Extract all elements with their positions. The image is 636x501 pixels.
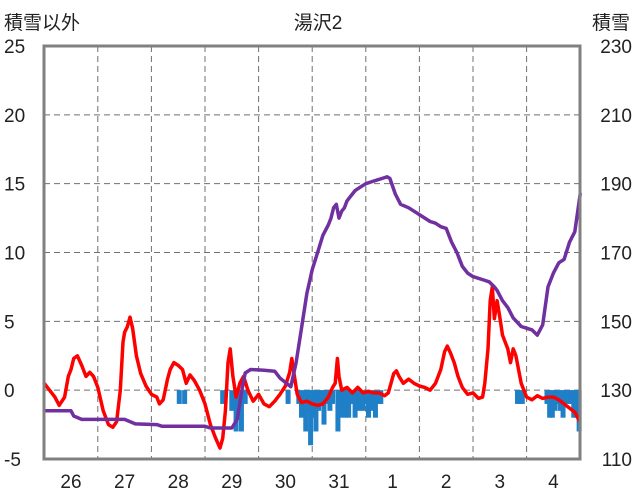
left-tick-label: 20 (4, 106, 25, 127)
precipitation-bar (346, 390, 352, 418)
right-axis-title: 積雪 (591, 13, 630, 34)
precipitation-bar (555, 390, 561, 404)
x-tick-label: 30 (275, 472, 296, 493)
precipitation-bar (514, 390, 520, 404)
precipitation-bar (562, 390, 568, 404)
precipitation-bar (330, 390, 336, 404)
precipitation-bar (368, 390, 374, 411)
precipitation-bar (565, 390, 571, 404)
precipitation-bar (375, 390, 381, 404)
precipitation-bar (360, 390, 366, 411)
right-tick-label: 150 (600, 312, 632, 333)
chart-title: 湯沢2 (293, 13, 343, 34)
precipitation-bar (552, 390, 558, 411)
right-tick-label: 190 (600, 175, 632, 196)
right-tick-label: 110 (602, 450, 632, 471)
right-tick-label: 130 (600, 381, 632, 402)
x-tick-label: 28 (168, 472, 189, 493)
right-tick-label: 210 (600, 106, 632, 127)
precipitation-bar (182, 390, 188, 404)
precipitation-bar (242, 390, 248, 404)
right-tick-label: 170 (600, 244, 632, 265)
x-tick-label: 3 (495, 472, 506, 493)
precipitation-bar (285, 390, 291, 404)
snow_depth-line (42, 175, 582, 430)
precipitation-bar (229, 390, 235, 411)
right-tick-label: 230 (600, 37, 632, 58)
precipitation-bar (321, 390, 327, 425)
precipitation-bar (238, 390, 244, 432)
precipitation-bar (571, 390, 577, 418)
left-axis-title: 積雪以外 (4, 13, 81, 34)
precipitation-bar (342, 390, 348, 418)
x-tick-label: 29 (221, 472, 242, 493)
precipitation-bar (573, 390, 579, 418)
temperature-line (42, 285, 581, 450)
precipitation-bar (549, 390, 555, 418)
precipitation-bar (220, 390, 226, 404)
precipitation-bar (335, 390, 341, 432)
precipitation-bar (378, 390, 384, 404)
plot-frame (42, 44, 582, 461)
precipitation-bar (233, 390, 239, 432)
precipitation-bar (338, 390, 344, 418)
left-tick-label: 0 (4, 381, 15, 402)
left-tick-label: 10 (4, 244, 25, 265)
precipitation-bar (547, 390, 553, 418)
x-tick-label: 26 (60, 472, 81, 493)
x-tick-label: 31 (328, 472, 349, 493)
precipitation-bar (519, 390, 525, 404)
precipitation-bar (313, 390, 319, 432)
precipitation-bars (176, 390, 582, 446)
precipitation-bar (356, 390, 362, 411)
left-tick-label: -5 (4, 450, 21, 471)
precipitation-bar (176, 390, 182, 404)
precipitation-bar (348, 390, 354, 404)
x-tick-label: 1 (387, 472, 398, 493)
x-tick-label: 2 (441, 472, 452, 493)
series-lines (42, 175, 582, 450)
precipitation-bar (365, 390, 371, 418)
x-tick-label: 4 (548, 472, 559, 493)
precipitation-bar (363, 390, 369, 404)
precipitation-bar (308, 390, 314, 446)
precipitation-bar (568, 390, 574, 404)
left-tick-label: 25 (4, 37, 25, 58)
precipitation-bar (352, 390, 358, 418)
left-tick-label: 5 (4, 312, 15, 333)
left-tick-label: 15 (4, 175, 25, 196)
x-tick-label: 27 (114, 472, 135, 493)
precipitation-bar (327, 390, 333, 411)
precipitation-bar (316, 390, 322, 411)
